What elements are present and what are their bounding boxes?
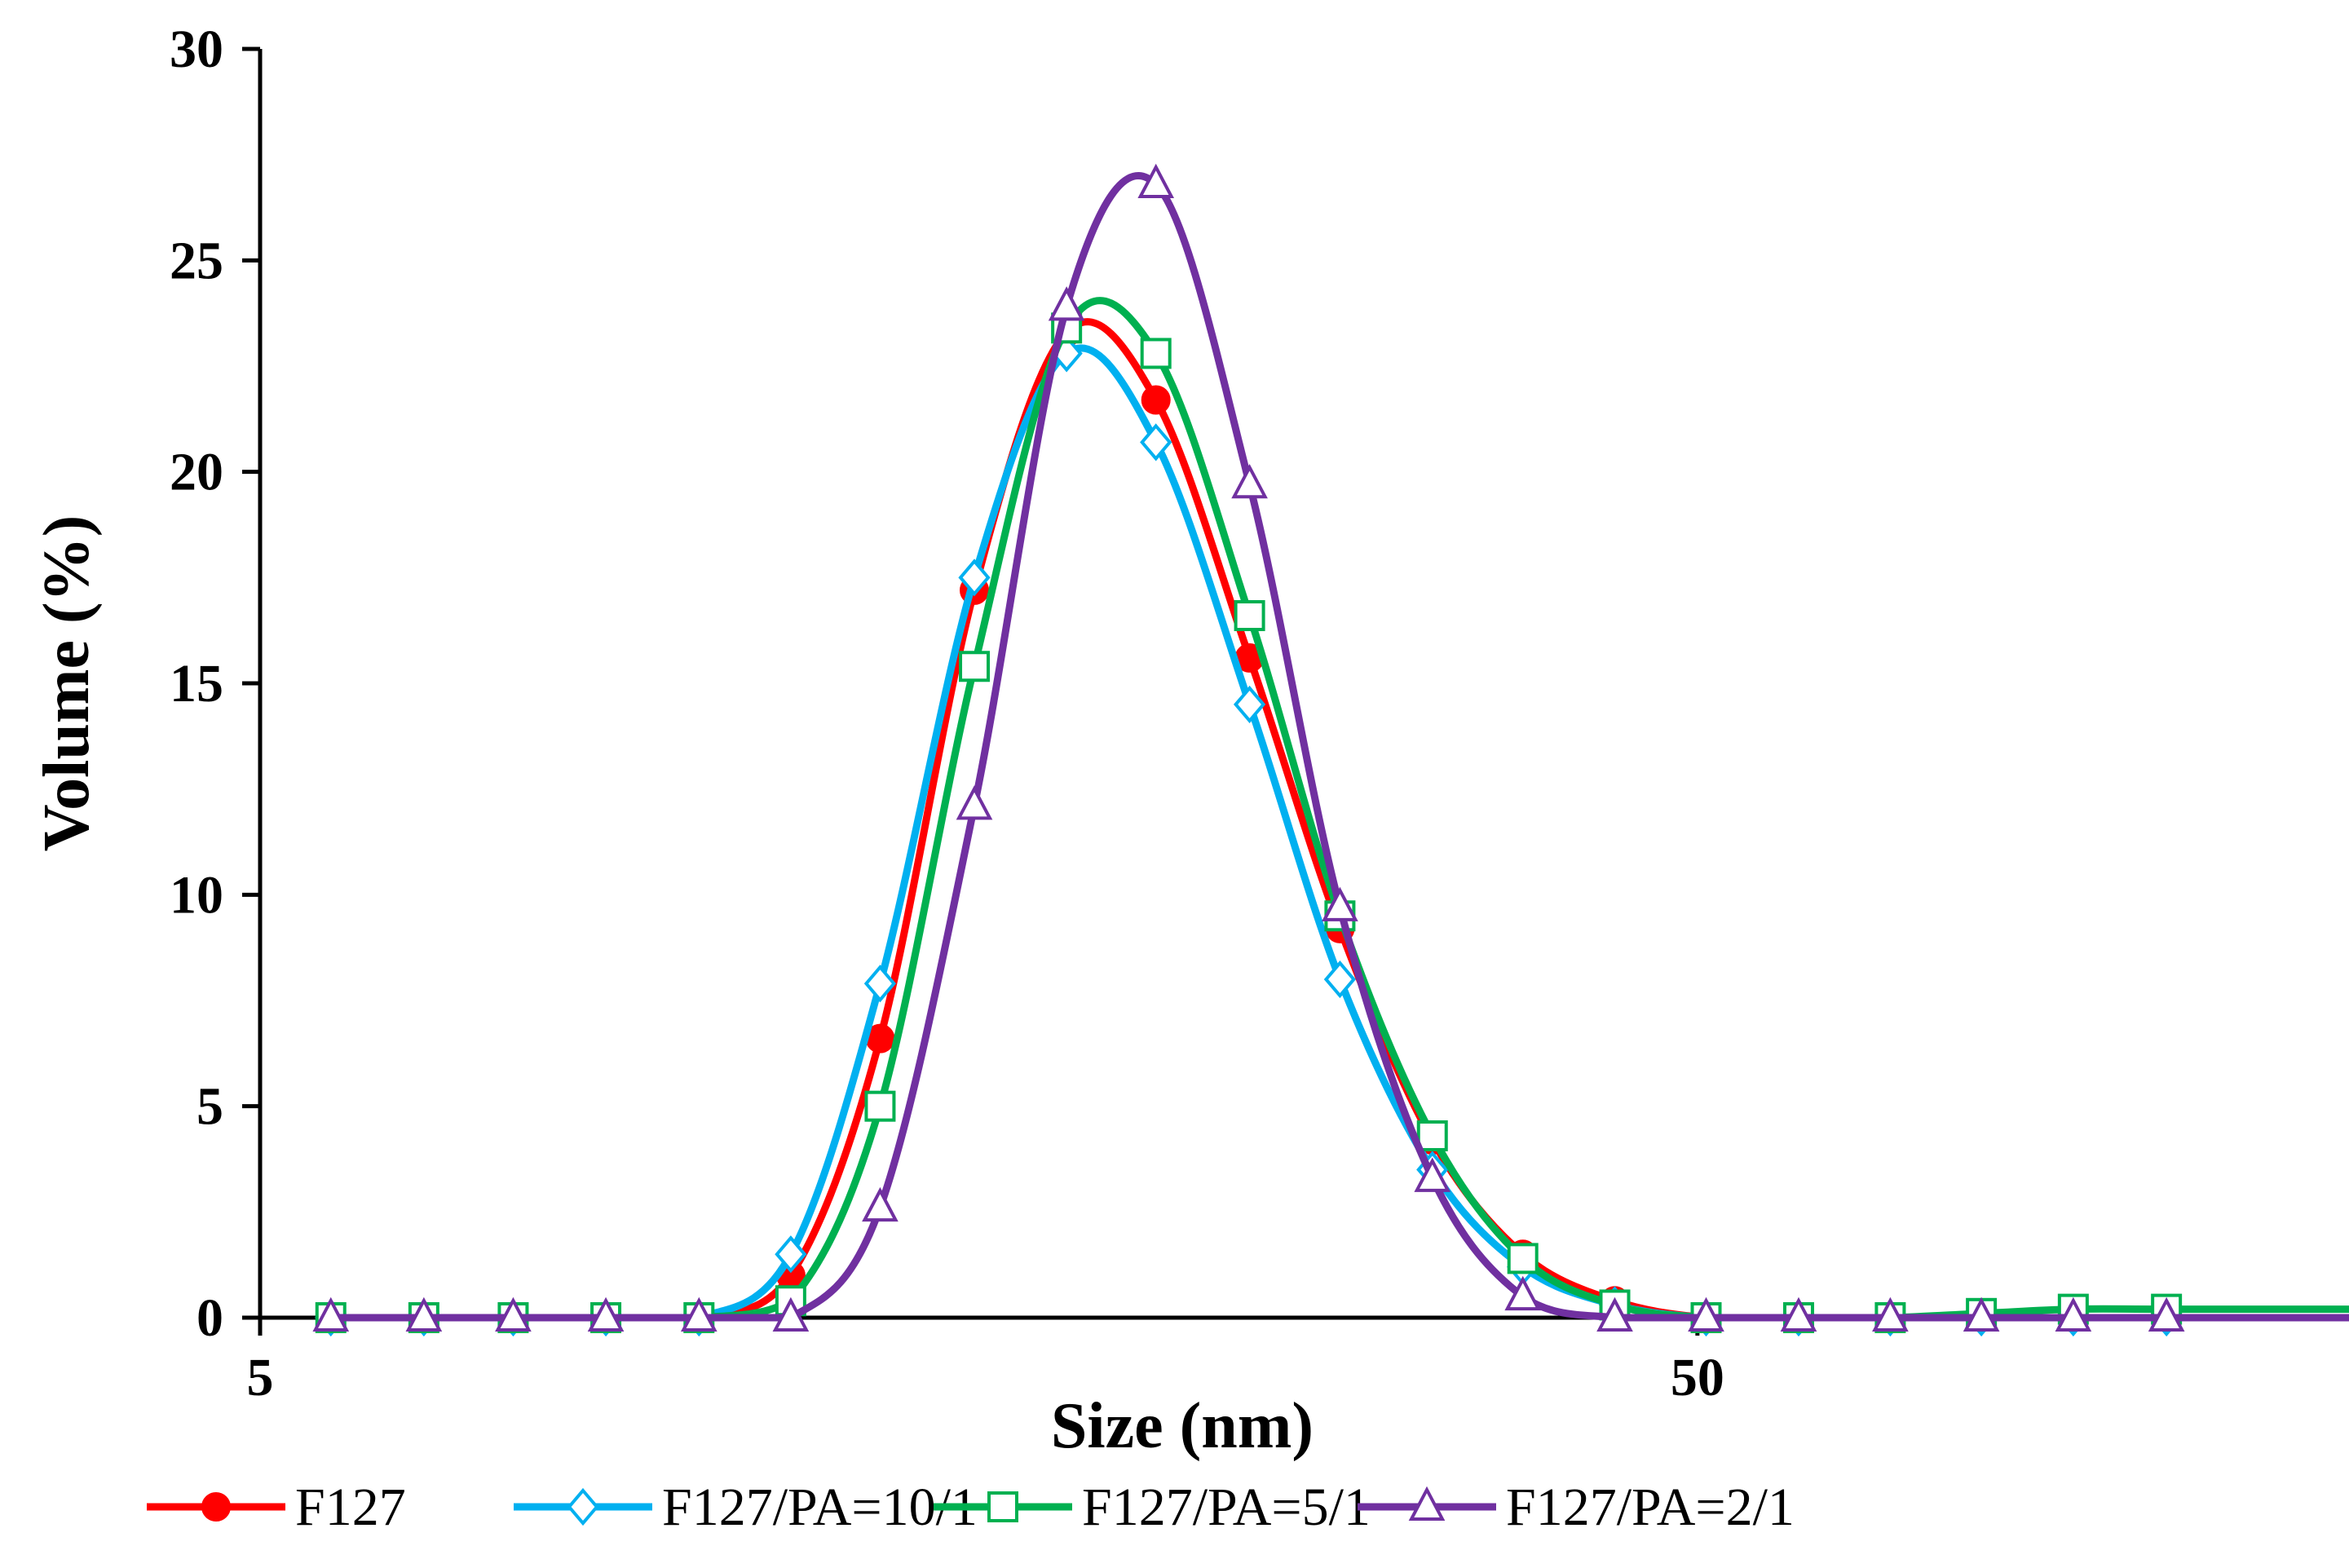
y-tick-label-5: 5 <box>196 1077 223 1137</box>
x-ticks: 5 50 <box>247 1318 1724 1407</box>
legend-label-f127-pa-5-1: F127/PA=5/1 <box>1082 1477 1371 1537</box>
legend-item-f127-pa-10-1: F127/PA=10/1 <box>514 1477 978 1537</box>
y-tick-label-25: 25 <box>170 231 223 290</box>
point-f127-pa-2-1-9 <box>1137 163 1175 198</box>
point-f127-pa-2-1-15 <box>1688 1296 1724 1332</box>
point-f127-pa-10-1-9 <box>1140 423 1172 462</box>
point-f127-pa-2-1-10 <box>1231 463 1268 499</box>
series-line-f127-pa-5-1 <box>330 297 2349 1322</box>
point-f127-pa-10-1-5 <box>775 1235 807 1274</box>
series-layer <box>312 163 2349 1337</box>
axes <box>258 49 2349 1320</box>
legend-label-f127-pa-10-1: F127/PA=10/1 <box>662 1477 978 1537</box>
legend-marker-f127-pa-10-1 <box>567 1487 599 1526</box>
legend-marker-f127-pa-2-1 <box>1408 1486 1446 1521</box>
point-f127-pa-2-1-20 <box>2148 1296 2185 1332</box>
point-f127-pa-2-1-13 <box>1504 1275 1542 1311</box>
y-tick-label-10: 10 <box>170 865 223 925</box>
point-f127-pa-5-1-10 <box>1234 600 1265 632</box>
y-ticks: 0 5 10 15 20 25 30 <box>170 20 260 1348</box>
point-f127-pa-2-1-17 <box>1872 1296 1909 1332</box>
series-f127-pa-10-1 <box>315 334 2349 1337</box>
point-f127-pa-10-1-6 <box>863 965 897 1003</box>
x-tick-label-5: 5 <box>247 1348 274 1407</box>
series-line-f127 <box>330 318 2349 1322</box>
point-f127-pa-2-1-6 <box>862 1186 899 1222</box>
point-f127-pa-2-1-1 <box>405 1296 443 1332</box>
legend-label-f127-pa-2-1: F127/PA=2/1 <box>1506 1477 1795 1537</box>
point-f127-pa-5-1-13 <box>1507 1243 1539 1274</box>
point-f127-pa-2-1-5 <box>772 1296 810 1332</box>
point-f127-pa-2-1-16 <box>1780 1296 1817 1332</box>
legend-marker-f127 <box>201 1492 231 1522</box>
x-tick-label-50: 50 <box>1671 1348 1724 1407</box>
point-f127-pa-5-1-12 <box>1416 1120 1448 1151</box>
point-f127-pa-2-1-0 <box>312 1296 350 1332</box>
point-f127-pa-2-1-2 <box>495 1296 532 1332</box>
point-f127-9 <box>1141 385 1171 415</box>
legend-label-f127: F127 <box>295 1477 406 1537</box>
point-f127-pa-2-1-18 <box>1963 1296 2000 1332</box>
x-axis-title: Size (nm) <box>1051 1390 1314 1462</box>
point-f127-pa-2-1-7 <box>956 785 993 820</box>
point-f127-pa-2-1-8 <box>1048 286 1085 321</box>
series-f127 <box>316 317 2349 1332</box>
y-tick-label-30: 30 <box>170 20 223 79</box>
y-tick-label-0: 0 <box>196 1288 223 1348</box>
point-f127-pa-5-1-6 <box>864 1090 896 1122</box>
point-f127-pa-2-1-4 <box>680 1296 718 1332</box>
point-f127-pa-2-1-3 <box>587 1296 625 1332</box>
point-f127-pa-2-1-14 <box>1596 1296 1633 1332</box>
legend-marker-f127-pa-5-1 <box>987 1491 1018 1522</box>
legend: F127 F127/PA=10/1 F127/PA=5/1 F127/PA=2/1 <box>147 1477 1795 1537</box>
point-f127-pa-5-1-7 <box>959 651 991 682</box>
point-f127-pa-2-1-11 <box>1322 886 1358 921</box>
point-f127-pa-5-1-9 <box>1140 338 1172 369</box>
point-f127-pa-2-1-19 <box>2055 1296 2092 1332</box>
legend-item-f127-pa-5-1: F127/PA=5/1 <box>934 1477 1371 1537</box>
legend-item-f127: F127 <box>147 1477 406 1537</box>
series-line-f127-pa-2-1 <box>330 172 2349 1322</box>
point-f127-pa-10-1-7 <box>958 559 991 597</box>
y-axis-title: Volume (%) <box>31 515 103 852</box>
series-f127-pa-2-1 <box>312 163 2349 1332</box>
point-f127-pa-10-1-10 <box>1233 685 1266 724</box>
legend-item-f127-pa-2-1: F127/PA=2/1 <box>1358 1477 1795 1537</box>
y-tick-label-20: 20 <box>170 443 223 502</box>
point-f127-pa-2-1-12 <box>1414 1157 1451 1192</box>
series-f127-pa-5-1 <box>315 297 2349 1333</box>
series-line-f127-pa-10-1 <box>330 344 2349 1322</box>
y-tick-label-15: 15 <box>170 654 223 713</box>
point-f127-pa-10-1-11 <box>1323 960 1357 999</box>
